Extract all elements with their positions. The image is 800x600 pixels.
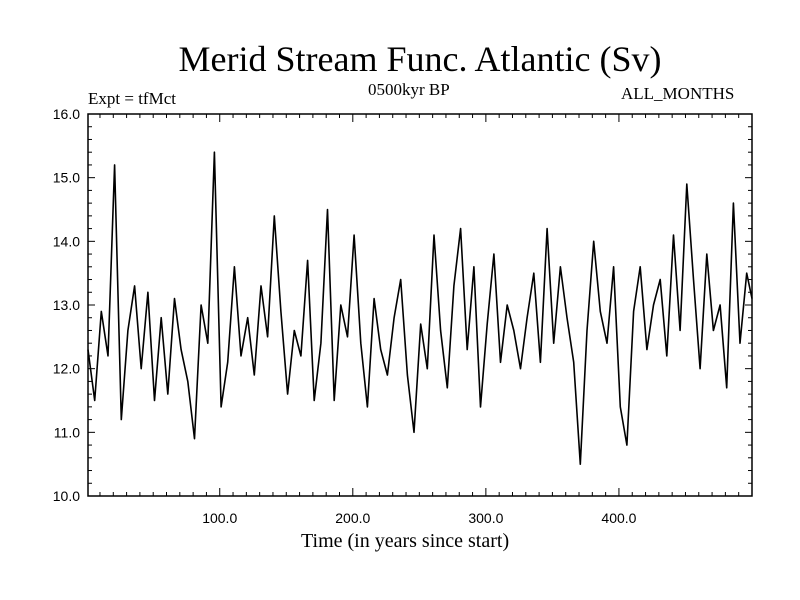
series-line: [87, 151, 753, 466]
x-axis-label: Time (in years since start): [301, 530, 510, 552]
y-tick-label: 16.0: [53, 106, 80, 122]
x-tick-label: 100.0: [202, 510, 237, 526]
y-tick-label: 14.0: [53, 233, 80, 249]
period-label: 0500kyr BP: [368, 80, 450, 99]
y-tick-label: 12.0: [53, 361, 80, 377]
x-tick-label: 200.0: [335, 510, 370, 526]
y-tick-label: 15.0: [53, 170, 80, 186]
y-tick-label: 10.0: [53, 488, 80, 504]
series-group: [87, 151, 753, 466]
plot-frame: [87, 113, 753, 497]
x-tick-label: 400.0: [601, 510, 636, 526]
y-tick-label: 11.0: [54, 424, 80, 440]
chart-title: Merid Stream Func. Atlantic (Sv): [178, 39, 662, 79]
months-label: ALL_MONTHS: [621, 84, 735, 103]
experiment-label: Expt = tfMct: [88, 89, 176, 108]
x-tick-label: 300.0: [468, 510, 503, 526]
y-tick-label: 13.0: [53, 297, 80, 313]
tick-group: 10.0 11.0 12.0 13.0 14.0 15.0 16.0 100.0 200.0 30…: [53, 106, 752, 526]
